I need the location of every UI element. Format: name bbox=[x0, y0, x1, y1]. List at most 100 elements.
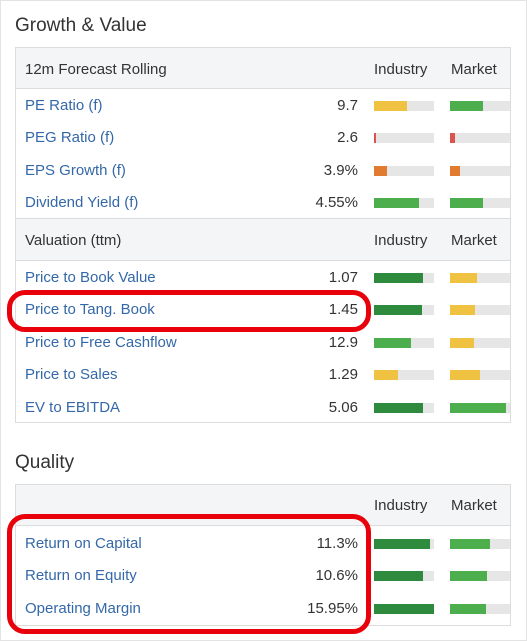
peg-ratio-link[interactable]: PEG Ratio (f) bbox=[25, 129, 115, 147]
price-to-tang-book-value: 1.45 bbox=[328, 301, 358, 319]
market-bar bbox=[450, 198, 510, 209]
price-to-free-cashflow-link[interactable]: Price to Free Cashflow bbox=[25, 333, 177, 351]
table-row: Return on Capital 11.3% bbox=[16, 528, 510, 560]
market-bar-fill bbox=[450, 571, 488, 582]
market-bar-fill bbox=[450, 133, 456, 144]
industry-bar-fill bbox=[374, 402, 424, 413]
market-bar-fill bbox=[450, 370, 480, 381]
table-row: EPS Growth (f) 3.9% bbox=[16, 155, 510, 187]
industry-bar-fill bbox=[374, 305, 422, 316]
peg-ratio-value: 2.6 bbox=[337, 129, 358, 147]
market-column-header: Market bbox=[451, 61, 497, 78]
price-to-sales-link[interactable]: Price to Sales bbox=[25, 366, 118, 384]
market-bar-fill bbox=[450, 603, 486, 614]
market-bar-fill bbox=[450, 198, 483, 209]
market-bar-fill bbox=[450, 337, 474, 348]
price-to-book-value: 1.07 bbox=[328, 269, 358, 286]
price-to-book-link[interactable]: Price to Book Value bbox=[25, 269, 156, 286]
table-row: Dividend Yield (f) 4.55% bbox=[16, 187, 510, 218]
market-bar-fill bbox=[450, 101, 483, 111]
table-row: Return on Equity 10.6% bbox=[16, 560, 510, 592]
table-row: Price to Tang. Book 1.45 bbox=[16, 294, 510, 326]
market-bar bbox=[450, 539, 510, 549]
industry-bar bbox=[374, 571, 434, 582]
valuation-header: Valuation (ttm) Industry Market bbox=[16, 218, 510, 261]
industry-bar bbox=[374, 273, 434, 283]
industry-bar-fill bbox=[374, 370, 398, 381]
table-row: Price to Sales 1.29 bbox=[16, 359, 510, 391]
industry-column-header: Industry bbox=[374, 61, 428, 78]
quality-panel: Industry Market Return on Capital 11.3% … bbox=[15, 484, 511, 626]
industry-bar-fill bbox=[374, 198, 419, 209]
industry-bar-fill bbox=[374, 133, 377, 144]
valuation-header-label: Valuation (ttm) bbox=[25, 232, 122, 249]
table-row: PEG Ratio (f) 2.6 bbox=[16, 122, 510, 154]
industry-column-header: Industry bbox=[374, 232, 428, 249]
market-column-header: Market bbox=[451, 497, 497, 514]
market-bar bbox=[450, 370, 510, 381]
operating-margin-link[interactable]: Operating Margin bbox=[25, 599, 141, 617]
market-bar bbox=[450, 305, 510, 316]
market-bar bbox=[450, 165, 510, 176]
market-bar-fill bbox=[450, 273, 477, 283]
market-bar bbox=[450, 603, 510, 614]
dividend-yield-value: 4.55% bbox=[315, 194, 358, 212]
industry-bar bbox=[374, 539, 434, 549]
pe-ratio-value: 9.7 bbox=[337, 97, 358, 114]
industry-bar bbox=[374, 402, 434, 413]
pe-ratio-link[interactable]: PE Ratio (f) bbox=[25, 97, 103, 114]
return-on-equity-link[interactable]: Return on Equity bbox=[25, 567, 137, 585]
quality-title: Quality bbox=[15, 452, 75, 473]
eps-growth-value: 3.9% bbox=[323, 161, 358, 179]
market-bar bbox=[450, 133, 510, 144]
return-on-equity-value: 10.6% bbox=[315, 567, 358, 585]
market-bar bbox=[450, 402, 510, 413]
eps-growth-link[interactable]: EPS Growth (f) bbox=[25, 161, 126, 179]
market-bar bbox=[450, 337, 510, 348]
quality-header: Industry Market bbox=[16, 485, 510, 526]
ev-to-ebitda-link[interactable]: EV to EBITDA bbox=[25, 398, 121, 416]
industry-bar-fill bbox=[374, 165, 388, 176]
market-bar bbox=[450, 101, 510, 111]
market-bar bbox=[450, 273, 510, 283]
market-bar-fill bbox=[450, 539, 491, 549]
growth-value-title: Growth & Value bbox=[15, 15, 147, 36]
industry-bar bbox=[374, 198, 434, 209]
industry-bar-fill bbox=[374, 571, 424, 582]
industry-bar bbox=[374, 370, 434, 381]
industry-bar-fill bbox=[374, 101, 407, 111]
table-row: PE Ratio (f) 9.7 bbox=[16, 90, 510, 122]
industry-bar bbox=[374, 101, 434, 111]
valuation-rows: Price to Book Value 1.07 Price to Tang. … bbox=[16, 261, 510, 424]
market-column-header: Market bbox=[451, 232, 497, 249]
market-bar-fill bbox=[450, 402, 506, 413]
industry-bar bbox=[374, 165, 434, 176]
industry-bar-fill bbox=[374, 603, 434, 614]
return-on-capital-value: 11.3% bbox=[316, 535, 358, 552]
forecast-header-label: 12m Forecast Rolling bbox=[25, 61, 167, 78]
industry-column-header: Industry bbox=[374, 497, 428, 514]
operating-margin-value: 15.95% bbox=[307, 599, 358, 617]
industry-bar-fill bbox=[374, 539, 430, 549]
forecast-header: 12m Forecast Rolling Industry Market bbox=[16, 48, 510, 89]
industry-bar-fill bbox=[374, 337, 412, 348]
price-to-free-cashflow-value: 12.9 bbox=[328, 333, 358, 351]
table-row: Operating Margin 15.95% bbox=[16, 593, 510, 625]
forecast-rows: PE Ratio (f) 9.7 PEG Ratio (f) 2.6 EPS G… bbox=[16, 89, 510, 218]
table-row: EV to EBITDA 5.06 bbox=[16, 392, 510, 424]
industry-bar-fill bbox=[374, 273, 424, 283]
table-row: Price to Book Value 1.07 bbox=[16, 262, 510, 294]
return-on-capital-link[interactable]: Return on Capital bbox=[25, 535, 142, 552]
growth-value-panel: 12m Forecast Rolling Industry Market PE … bbox=[15, 47, 511, 423]
industry-bar bbox=[374, 603, 434, 614]
table-row: Price to Free Cashflow 12.9 bbox=[16, 327, 510, 359]
industry-bar bbox=[374, 337, 434, 348]
dividend-yield-link[interactable]: Dividend Yield (f) bbox=[25, 194, 139, 212]
industry-bar bbox=[374, 305, 434, 316]
market-bar-fill bbox=[450, 165, 461, 176]
market-bar bbox=[450, 571, 510, 582]
ev-to-ebitda-value: 5.06 bbox=[328, 398, 358, 416]
price-to-tang-book-link[interactable]: Price to Tang. Book bbox=[25, 301, 155, 319]
market-bar-fill bbox=[450, 305, 476, 316]
